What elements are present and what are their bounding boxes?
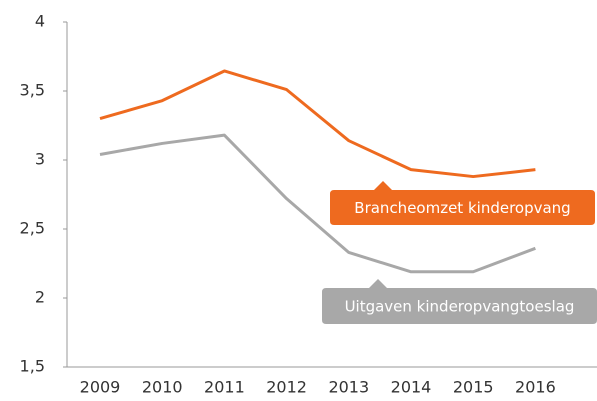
x-tick-label: 2015	[453, 378, 494, 397]
x-tick-label: 2011	[204, 378, 245, 397]
x-tick-label: 2012	[266, 378, 307, 397]
callout-box	[322, 279, 597, 324]
y-tick-label: 2	[35, 288, 45, 307]
y-tick-label: 3	[35, 150, 45, 169]
legend-label: Uitgaven kinderopvangtoeslag	[345, 298, 575, 316]
y-tick-label: 2,5	[20, 219, 45, 238]
x-tick-label: 2009	[80, 378, 121, 397]
series-line	[99, 133, 536, 274]
y-tick-label: 3,5	[20, 81, 45, 100]
legend-label: Brancheomzet kinderopvang	[354, 199, 570, 217]
y-tick-label: 4	[35, 12, 45, 31]
x-tick-label: 2016	[515, 378, 556, 397]
callout-box	[330, 181, 595, 225]
x-tick-label: 2014	[391, 378, 432, 397]
y-tick-label: 1,5	[20, 357, 45, 376]
x-tick-label: 2013	[328, 378, 369, 397]
x-tick-label: 2010	[142, 378, 183, 397]
series-line	[99, 69, 536, 179]
